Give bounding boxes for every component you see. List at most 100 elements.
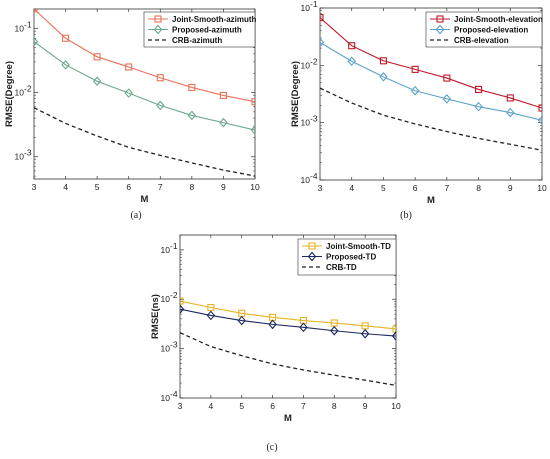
- x-tick-label: 3: [178, 401, 183, 411]
- series-line: [320, 17, 542, 109]
- x-axis-label: M: [284, 413, 292, 424]
- data-point: [538, 104, 542, 112]
- series-line: [34, 41, 255, 131]
- data-point: [156, 100, 165, 111]
- y-tick-label: 10: [161, 344, 171, 354]
- legend-label: Proposed-azimuth: [172, 26, 242, 35]
- data-point: [188, 83, 196, 91]
- data-point: [124, 88, 133, 98]
- legend-label: Joint-Smooth-TD: [326, 242, 391, 251]
- data-point: [156, 74, 164, 82]
- data-point: [411, 65, 419, 73]
- y-tick-exponent: -4: [170, 389, 178, 399]
- x-tick-label: 3: [32, 182, 37, 192]
- y-tick-exponent: -1: [24, 19, 32, 29]
- data-point: [237, 315, 246, 326]
- legend-label: Proposed-elevation: [454, 26, 528, 35]
- legend-label: CRB-TD: [326, 263, 357, 272]
- data-point: [180, 304, 185, 314]
- data-point: [180, 297, 184, 305]
- data-point: [207, 303, 215, 312]
- data-point: [320, 37, 325, 48]
- legend-marker: [435, 24, 445, 35]
- x-tick-label: 9: [221, 182, 226, 192]
- legend-marker: [153, 24, 163, 35]
- y-tick-label: 10: [15, 23, 25, 33]
- x-axis-label: M: [141, 194, 149, 205]
- x-tick-label: 3: [318, 183, 323, 193]
- data-point: [442, 94, 452, 104]
- data-point: [125, 63, 133, 71]
- data-point: [187, 110, 197, 121]
- x-tick-label: 10: [250, 182, 260, 192]
- data-point: [62, 34, 70, 42]
- series-line: [180, 308, 396, 337]
- y-tick-label: 10: [301, 3, 311, 13]
- x-tick-label: 5: [95, 182, 100, 192]
- series-line: [180, 332, 396, 387]
- data-point: [379, 72, 388, 82]
- y-tick-label: 10: [161, 294, 171, 304]
- data-point: [361, 322, 369, 330]
- y-axis-label: RMSE(ns): [150, 294, 161, 339]
- data-point: [219, 117, 228, 128]
- y-axis-label: RMSE(Degree): [290, 61, 301, 127]
- data-point: [251, 98, 255, 106]
- series-3: [34, 107, 255, 177]
- data-point: [506, 107, 515, 118]
- legend-label: Proposed-TD: [326, 253, 376, 262]
- series-line: [320, 42, 542, 121]
- x-tick-label: 6: [126, 182, 131, 192]
- data-point: [330, 325, 339, 336]
- data-point: [410, 85, 420, 96]
- x-tick-label: 6: [270, 401, 275, 411]
- x-tick-label: 9: [508, 183, 513, 193]
- subfigure-caption: (c): [266, 442, 277, 453]
- x-tick-label: 8: [476, 183, 481, 193]
- x-tick-label: 4: [349, 183, 354, 193]
- y-tick-exponent: -2: [310, 56, 318, 66]
- y-tick-exponent: -3: [310, 114, 318, 124]
- data-point: [475, 85, 483, 93]
- series-line: [34, 9, 255, 103]
- y-tick-exponent: -1: [170, 241, 178, 251]
- y-tick-label: 10: [301, 175, 311, 185]
- y-tick-label: 10: [301, 118, 311, 128]
- data-point: [250, 125, 255, 135]
- data-point: [392, 325, 396, 333]
- x-tick-label: 8: [189, 182, 194, 192]
- x-tick-label: 9: [363, 401, 368, 411]
- x-tick-label: 10: [537, 183, 547, 193]
- series-2: [320, 37, 542, 126]
- y-tick-exponent: -4: [310, 171, 318, 181]
- data-point: [93, 53, 101, 61]
- data-point: [379, 57, 387, 65]
- series-3: [180, 332, 396, 387]
- y-axis-label: RMSE(Degree): [4, 61, 15, 127]
- x-tick-label: 5: [381, 183, 386, 193]
- y-tick-label: 10: [161, 245, 171, 255]
- series-line: [180, 300, 396, 330]
- x-axis-label: M: [427, 195, 435, 206]
- legend-marker: [307, 251, 317, 262]
- y-tick-exponent: -2: [170, 290, 178, 300]
- legend-marker: [154, 15, 162, 23]
- data-point: [391, 331, 396, 341]
- data-point: [348, 42, 356, 50]
- series-2: [180, 304, 396, 341]
- legend-label: CRB-elevation: [454, 36, 509, 45]
- x-tick-label: 7: [444, 183, 449, 193]
- series-2: [34, 36, 255, 135]
- x-tick-label: 5: [239, 401, 244, 411]
- series-1: [320, 14, 542, 112]
- legend: Joint-Smooth-elevation Proposed-elevation…: [425, 11, 543, 48]
- x-tick-label: 6: [413, 183, 418, 193]
- data-point: [299, 322, 308, 333]
- data-point: [443, 74, 451, 82]
- y-tick-label: 10: [301, 60, 311, 70]
